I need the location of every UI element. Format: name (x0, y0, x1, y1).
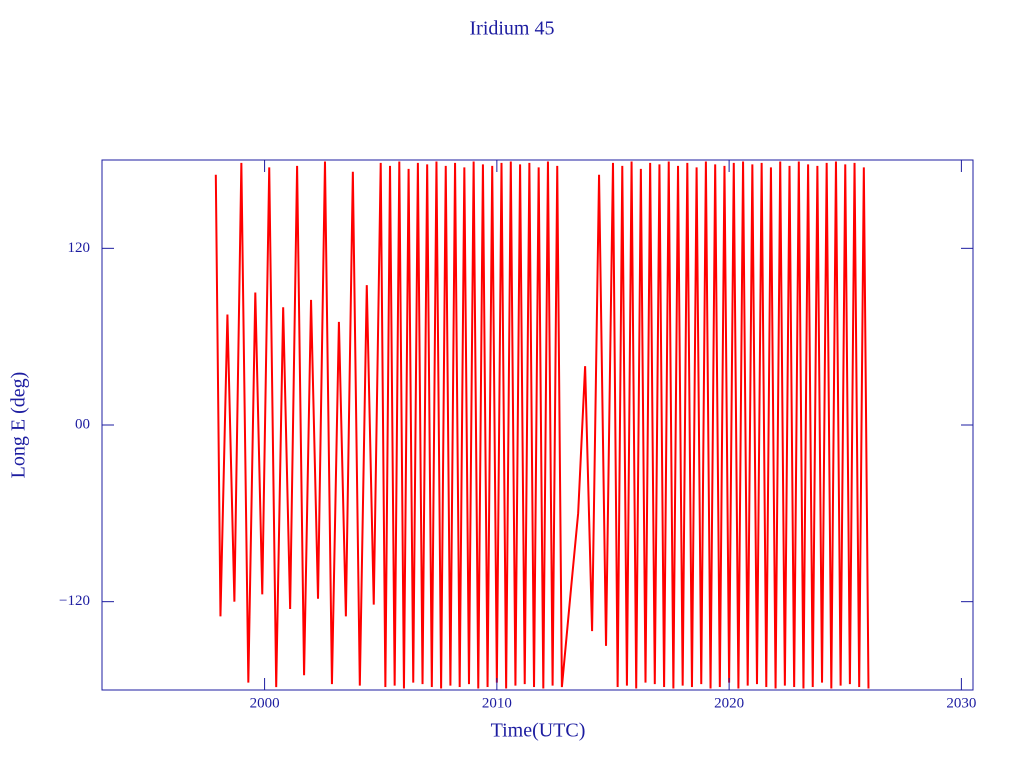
x-tick-label: 2010 (482, 695, 512, 711)
y-tick-label: −120 (59, 593, 90, 609)
y-tick-label: 00 (75, 416, 90, 432)
plot-area (214, 161, 870, 689)
x-tick-label: 2030 (946, 695, 976, 711)
x-tick-label: 2000 (250, 695, 280, 711)
x-axis-label: Time(UTC) (491, 720, 586, 742)
chart-title: Iridium 45 (470, 18, 555, 40)
y-axis-label: Long E (deg) (8, 372, 30, 479)
data-line (214, 161, 870, 689)
y-tick-label: 120 (68, 240, 91, 256)
x-tick-label: 2020 (714, 695, 744, 711)
